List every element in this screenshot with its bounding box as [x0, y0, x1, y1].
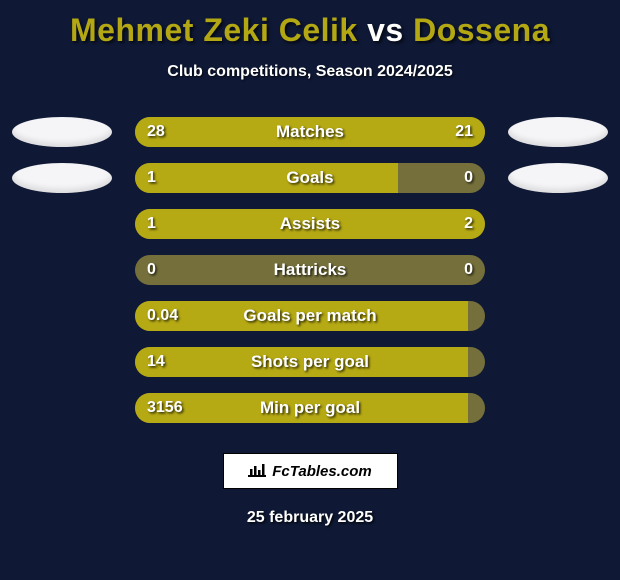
team-badge-right — [508, 117, 608, 147]
stat-bar: Shots per goal14 — [135, 347, 485, 377]
stat-value-left: 3156 — [147, 393, 183, 423]
logo-text: FcTables.com — [272, 463, 371, 480]
stat-label: Assists — [135, 209, 485, 239]
stat-row: Hattricks0 0 — [0, 247, 620, 293]
stat-label: Min per goal — [135, 393, 485, 423]
fctables-logo[interactable]: FcTables.com — [223, 453, 398, 489]
stat-row: Shots per goal14 — [0, 339, 620, 385]
stats-container: Matches2821Goals10Assists12Hattricks00Go… — [0, 109, 620, 431]
stat-value-right: 2 — [464, 209, 473, 239]
comparison-title: Mehmet Zeki Celik vs Dossena — [0, 0, 620, 49]
team-badge-left — [12, 163, 112, 193]
stat-row: Assists1 2 — [0, 201, 620, 247]
stat-bar: Goals per match0.04 — [135, 301, 485, 331]
stat-bar: Assists1 2 — [135, 209, 485, 239]
stat-bar: Goals1 0 — [135, 163, 485, 193]
stat-value-left: 0 — [147, 255, 156, 285]
stat-row: Min per goal3156 — [0, 385, 620, 431]
stat-value-left: 14 — [147, 347, 165, 377]
chart-icon — [248, 463, 266, 479]
stat-row: Goals per match0.04 — [0, 293, 620, 339]
stat-label: Goals — [135, 163, 485, 193]
stat-row: Goals1 0 — [0, 155, 620, 201]
team-badge-right — [508, 163, 608, 193]
stat-row: Matches28 21 — [0, 109, 620, 155]
stat-bar: Matches28 21 — [135, 117, 485, 147]
stat-label: Goals per match — [135, 301, 485, 331]
stat-value-left: 28 — [147, 117, 165, 147]
player1-name: Mehmet Zeki Celik — [70, 12, 358, 48]
stat-label: Hattricks — [135, 255, 485, 285]
stat-value-left: 1 — [147, 209, 156, 239]
stat-label: Shots per goal — [135, 347, 485, 377]
vs-text: vs — [367, 12, 404, 48]
stat-value-left: 1 — [147, 163, 156, 193]
date-text: 25 february 2025 — [0, 509, 620, 527]
stat-bar: Hattricks0 0 — [135, 255, 485, 285]
stat-bar: Min per goal3156 — [135, 393, 485, 423]
stat-value-left: 0.04 — [147, 301, 178, 331]
team-badge-left — [12, 117, 112, 147]
stat-value-right: 21 — [455, 117, 473, 147]
player2-name: Dossena — [413, 12, 550, 48]
stat-value-right: 0 — [464, 163, 473, 193]
stat-value-right: 0 — [464, 255, 473, 285]
stat-label: Matches — [135, 117, 485, 147]
subtitle: Club competitions, Season 2024/2025 — [0, 63, 620, 81]
